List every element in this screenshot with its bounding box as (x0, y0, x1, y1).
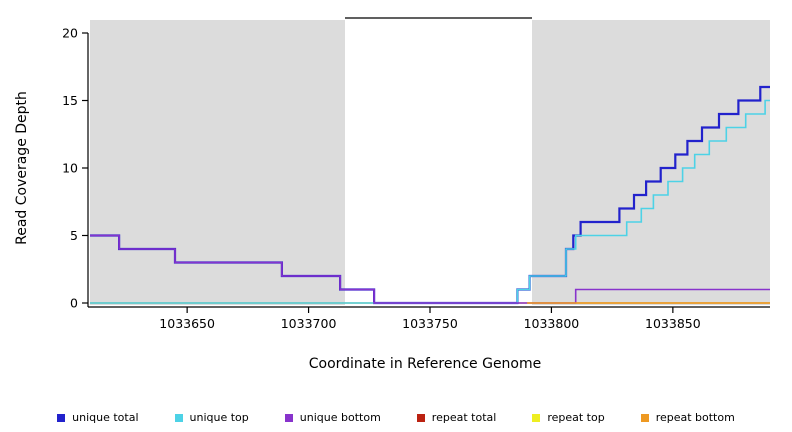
shaded-regions-layer (90, 20, 770, 305)
x-tick-label: 1033800 (524, 316, 580, 331)
series-line-unique-top (90, 99, 770, 304)
x-tick-label: 1033650 (159, 316, 215, 331)
legend-swatch-repeat-top (532, 413, 541, 422)
y-tick-label: 20 (62, 26, 78, 41)
axes-layer: 0 5 10 15 20 1033650 1033700 1033750 1033800 1033… (62, 26, 770, 331)
x-tick-label: 1033700 (281, 316, 337, 331)
legend-swatch-unique-top (174, 413, 183, 422)
y-tick-label: 15 (62, 93, 78, 108)
left-gray-region (90, 20, 345, 305)
y-tick-label: 0 (70, 296, 78, 311)
legend-label: unique total (72, 411, 139, 424)
y-tick-label: 10 (62, 161, 78, 176)
legend-item-unique-top: unique top (174, 411, 249, 424)
chart-legend: unique total unique top unique bottom repea… (0, 411, 792, 424)
legend-item-unique-bottom: unique bottom (284, 411, 381, 424)
legend-swatch-unique-total (57, 413, 66, 422)
right-gray-region (532, 20, 770, 305)
legend-swatch-repeat-total (416, 413, 425, 422)
legend-label: repeat total (431, 411, 497, 424)
legend-label: unique bottom (299, 411, 381, 424)
x-tick-label: 1033850 (645, 316, 701, 331)
legend-swatch-repeat-bottom (640, 413, 649, 422)
legend-swatch-unique-bottom (284, 413, 293, 422)
legend-item-repeat-total: repeat total (416, 411, 497, 424)
y-tick-label: 5 (70, 228, 78, 243)
coverage-plot-canvas: 0 5 10 15 20 1033650 1033700 1033750 1033800 1033… (14, 17, 770, 372)
legend-label: repeat top (547, 411, 605, 424)
legend-label: repeat bottom (655, 411, 735, 424)
legend-item-repeat-bottom: repeat bottom (640, 411, 735, 424)
legend-item-unique-total: unique total (57, 411, 139, 424)
x-axis-title: Coordinate in Reference Genome (309, 356, 542, 372)
series-layer (90, 85, 770, 305)
y-axis-title: Read Coverage Depth (14, 91, 30, 245)
legend-label: unique top (189, 411, 249, 424)
legend-item-repeat-top: repeat top (532, 411, 605, 424)
x-tick-label: 1033750 (402, 316, 458, 331)
